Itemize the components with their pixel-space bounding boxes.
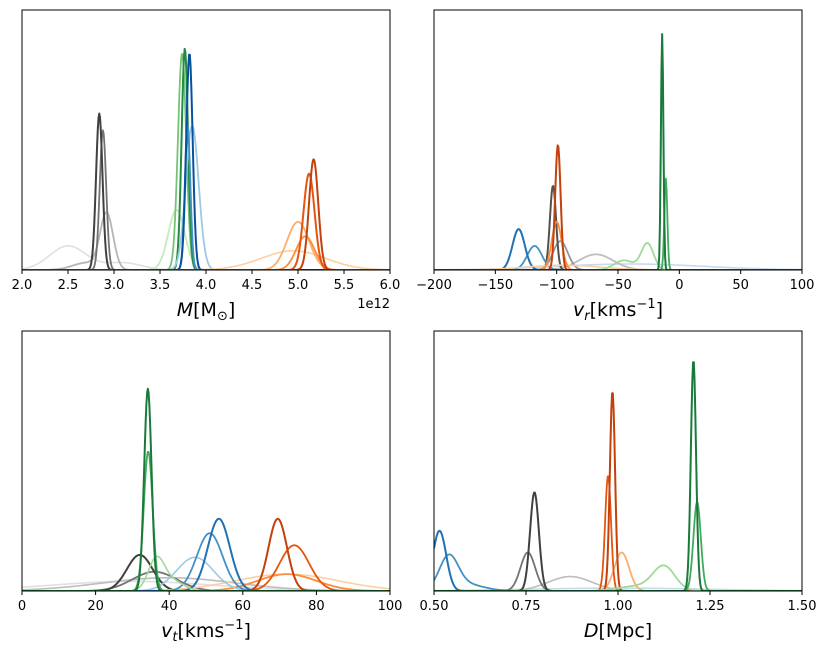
x-tick-label: 0.75 <box>512 599 541 614</box>
x-tick-label: 4.0 <box>196 278 217 293</box>
x-tick-label: 3.5 <box>150 278 171 293</box>
x-tick-label: 40 <box>161 599 178 614</box>
x-tick-label: 1.25 <box>696 599 725 614</box>
x-tick-label: 2.0 <box>12 278 33 293</box>
x-tick-label: 80 <box>308 599 325 614</box>
x-tick-label: −50 <box>604 278 631 293</box>
x-axis-label: M[M⊙] <box>177 299 236 324</box>
series-line-green-1 <box>434 564 802 591</box>
x-tick-label: −150 <box>477 278 513 293</box>
x-tick-label: 5.0 <box>288 278 309 293</box>
x-tick-label: 1.50 <box>788 599 817 614</box>
x-tick-label: 4.5 <box>242 278 263 293</box>
panel-tangential-velocity: 0 20 40 60 80 100 vt[kms−1] <box>18 330 403 645</box>
series-line-blue-2 <box>434 553 802 591</box>
x-tick-label: 2.5 <box>58 278 79 293</box>
series-line-blue-3 <box>22 517 390 591</box>
series-line-orange-3 <box>434 392 802 591</box>
x-tick-label: 100 <box>790 278 815 293</box>
series-line-orange-5 <box>22 158 390 270</box>
x-tick-label: −100 <box>539 278 575 293</box>
x-tick-label: 60 <box>235 599 252 614</box>
panel-distance: 0.50 0.75 1.00 1.25 1.50 D[Mpc] <box>420 330 817 642</box>
x-axis-label: vt[kms−1] <box>161 618 251 645</box>
x-axis-label: D[Mpc] <box>584 620 652 642</box>
x-tick-label: 0.50 <box>420 599 449 614</box>
x-tick-label: 0 <box>18 599 26 614</box>
series-line-grey-1 <box>22 245 390 270</box>
x-tick-label: 5.5 <box>334 278 355 293</box>
series-line-grey-1 <box>434 253 802 270</box>
x-offset-label: 1e12 <box>357 297 390 312</box>
series-line-grey-2 <box>22 211 390 270</box>
x-tick-label: −200 <box>416 278 452 293</box>
x-tick-label: 100 <box>378 599 403 614</box>
x-tick-label: 3.0 <box>104 278 125 293</box>
series-line-blue-2 <box>22 532 390 591</box>
x-tick-label: 6.0 <box>380 278 401 293</box>
series-line-blue-1 <box>22 556 390 591</box>
x-tick-label: 1.00 <box>604 599 633 614</box>
x-tick-label: 50 <box>732 278 749 293</box>
series-line-orange-3 <box>22 544 390 591</box>
series-line-green-1 <box>434 242 802 270</box>
x-axis-label: vr[kms−1] <box>573 297 663 324</box>
axes-frame <box>21 330 391 592</box>
panel-radial-velocity: −200 −150 −100 −50 0 50 100 vr[kms−1] <box>416 9 815 324</box>
panel-mass: 2.0 2.5 3.0 3.5 4.0 4.5 5.0 5.5 6.0 M[M⊙] 1e12 <box>12 9 401 324</box>
x-tick-label: 20 <box>87 599 104 614</box>
x-tick-label: 0 <box>675 278 683 293</box>
series-line-blue-1 <box>22 124 390 270</box>
